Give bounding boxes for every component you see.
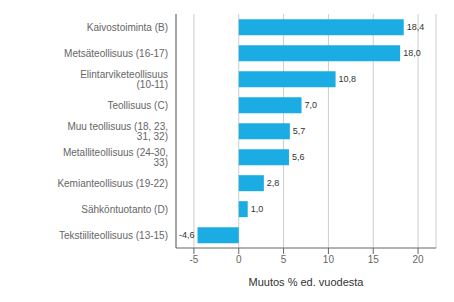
svg-text:-5: -5 [189,254,198,265]
svg-text:Tekstiiliteollisuus (13-15): Tekstiiliteollisuus (13-15) [59,230,168,241]
svg-text:Metsäteollisuus (16-17): Metsäteollisuus (16-17) [64,48,168,59]
svg-text:Muu teollisuus (18, 23,31, 32): Muu teollisuus (18, 23,31, 32) [67,121,168,142]
svg-text:2,8: 2,8 [267,178,280,188]
svg-text:15: 15 [368,254,380,265]
svg-text:5,6: 5,6 [292,152,305,162]
svg-text:10: 10 [323,254,335,265]
svg-text:5,7: 5,7 [293,126,306,136]
svg-text:Sähköntuotanto (D): Sähköntuotanto (D) [81,204,168,215]
svg-text:Elintarviketeollisuus(10-11): Elintarviketeollisuus(10-11) [80,69,168,90]
svg-text:-4,6: -4,6 [179,230,195,240]
svg-text:10,8: 10,8 [339,74,357,84]
svg-text:20: 20 [413,254,425,265]
svg-text:7,0: 7,0 [305,100,318,110]
svg-text:Kemianteollisuus (19-22): Kemianteollisuus (19-22) [57,178,168,189]
svg-text:18,0: 18,0 [403,48,421,58]
svg-text:18,4: 18,4 [407,22,425,32]
svg-text:5: 5 [281,254,287,265]
svg-text:Muutos % ed. vuodesta: Muutos % ed. vuodesta [249,276,365,288]
svg-text:1,0: 1,0 [251,204,264,214]
svg-text:Kaivostoiminta (B): Kaivostoiminta (B) [87,22,168,33]
svg-text:Metalliteollisuus (24-30,33): Metalliteollisuus (24-30,33) [63,147,168,168]
svg-text:Teollisuus (C): Teollisuus (C) [107,100,168,111]
svg-text:0: 0 [236,254,242,265]
